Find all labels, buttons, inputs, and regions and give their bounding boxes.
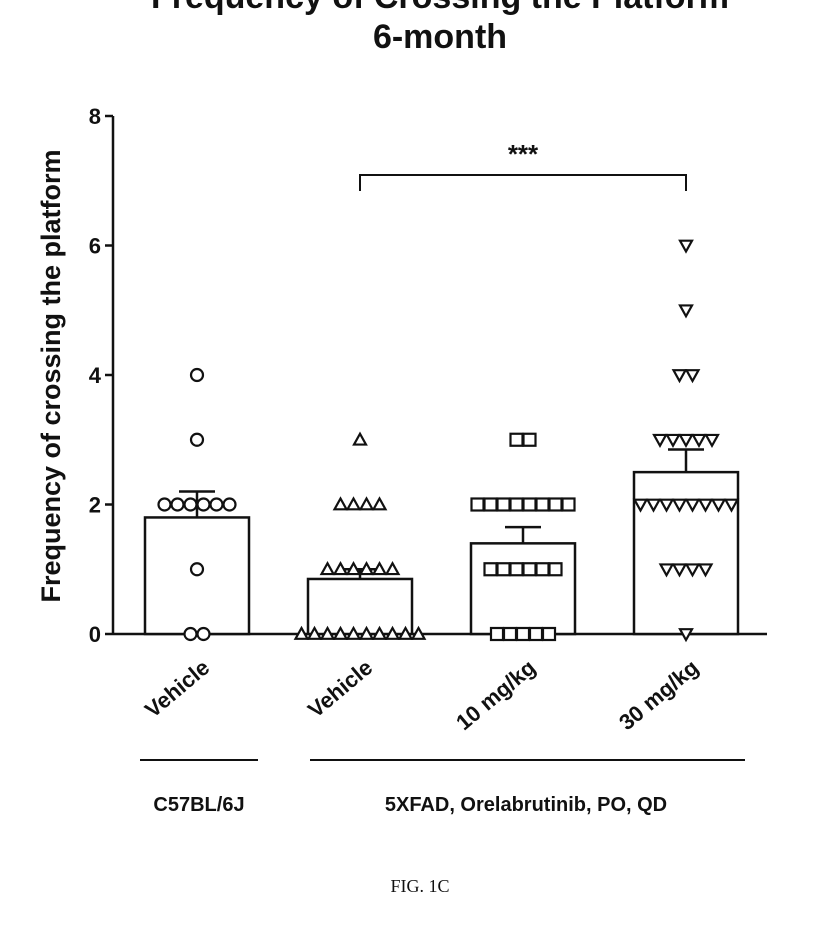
data-point-triangle-down (687, 370, 699, 381)
data-point-circle (198, 499, 210, 511)
data-point-triangle-up (354, 434, 366, 445)
data-point-square (485, 499, 497, 511)
data-point-triangle-up (374, 499, 386, 510)
data-point-triangle-up (335, 563, 347, 574)
group-label-5xfad: 5XFAD, Orelabrutinib, PO, QD (385, 794, 667, 816)
data-point-square (524, 563, 536, 575)
y-tick-label: 8 (89, 104, 101, 129)
data-point-circle (159, 499, 171, 511)
data-point-square (498, 563, 510, 575)
data-point-circle (185, 628, 197, 640)
category-label: Vehicle (303, 655, 377, 723)
data-point-circle (191, 563, 203, 575)
data-point-square (472, 499, 484, 511)
y-tick-label: 4 (89, 363, 102, 388)
data-point-square (550, 499, 562, 511)
significance-label: *** (508, 139, 539, 169)
data-point-square (517, 628, 529, 640)
data-point-circle (172, 499, 184, 511)
data-point-triangle-down (680, 629, 692, 640)
y-tick-label: 0 (89, 622, 101, 647)
data-point-square (550, 563, 562, 575)
data-point-triangle-up (413, 628, 425, 639)
data-point-triangle-up (361, 499, 373, 510)
data-point-circle (198, 628, 210, 640)
data-point-circle (191, 369, 203, 381)
y-tick-label: 6 (89, 234, 101, 259)
data-point-triangle-down (706, 435, 718, 446)
data-point-triangle-up (361, 563, 373, 574)
data-point-triangle-up (348, 499, 360, 510)
data-point-triangle-down (674, 370, 686, 381)
data-point-square (485, 563, 497, 575)
significance-bracket (360, 175, 686, 191)
data-point-square (563, 499, 575, 511)
data-point-triangle-up (348, 563, 360, 574)
data-point-square (498, 499, 510, 511)
data-point-triangle-up (322, 563, 334, 574)
category-label: 10 mg/kg (451, 655, 540, 735)
y-axis-label: Frequency of crossing the platform (36, 149, 66, 602)
group-label-c57bl: C57BL/6J (153, 794, 244, 816)
data-point-square (524, 499, 536, 511)
data-point-square (511, 434, 523, 446)
data-point-square (543, 628, 555, 640)
category-label: 30 mg/kg (614, 655, 703, 735)
data-point-triangle-down (667, 435, 679, 446)
chart-title-line-2: 6-month (373, 18, 507, 56)
bar (634, 472, 738, 634)
data-point-triangle-down (680, 305, 692, 316)
data-point-square (530, 628, 542, 640)
data-point-triangle-down (654, 435, 666, 446)
figure-label: FIG. 1C (390, 876, 449, 896)
data-point-circle (185, 499, 197, 511)
plot-area: 0 2 4 6 8 Vehicle Vehicle 10 mg/kg 30 mg/kg *** (89, 104, 767, 760)
data-point-circle (191, 434, 203, 446)
bar (308, 579, 412, 634)
bar (471, 543, 575, 634)
y-tick-label: 2 (89, 493, 101, 518)
data-point-circle (224, 499, 236, 511)
data-point-circle (211, 499, 223, 511)
data-point-triangle-down (680, 435, 692, 446)
data-point-triangle-up (335, 499, 347, 510)
data-point-square (524, 434, 536, 446)
data-point-square (491, 628, 503, 640)
data-point-square (504, 628, 516, 640)
data-point-triangle-up (374, 563, 386, 574)
data-point-triangle-up (296, 628, 308, 639)
data-point-triangle-up (387, 563, 399, 574)
data-point-triangle-down (680, 241, 692, 252)
chart-title-line-1: Frequency of Crossing the Platform (151, 0, 729, 16)
data-point-square (537, 499, 549, 511)
category-label: Vehicle (140, 655, 214, 723)
data-point-triangle-down (693, 435, 705, 446)
data-point-square (511, 563, 523, 575)
data-point-square (537, 563, 549, 575)
data-point-square (511, 499, 523, 511)
